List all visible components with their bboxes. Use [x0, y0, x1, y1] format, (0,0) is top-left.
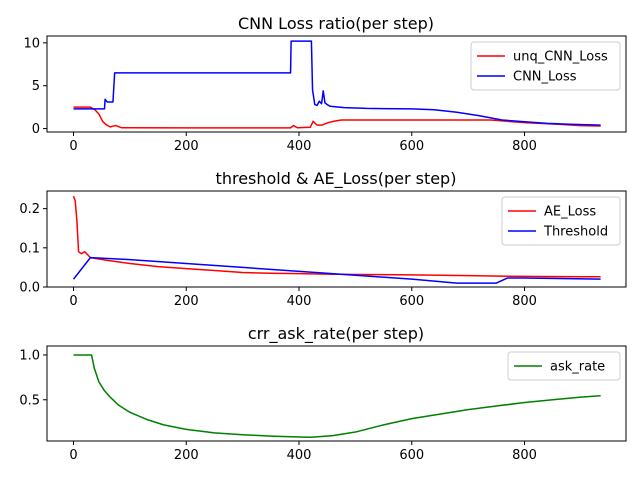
series-line-unq-cnn-loss: [73, 106, 601, 129]
legend: AE_Loss Threshold: [501, 196, 621, 246]
legend-label: AE_Loss: [544, 205, 596, 220]
legend: unq_CNN_Loss CNN_Loss: [470, 41, 621, 91]
ticks-layer: 0 200 400 600 800 0 5 10: [23, 36, 536, 154]
series-line-threshold: [72, 256, 601, 284]
series-line-ask-rate: [73, 354, 601, 438]
x-tick-label: 200: [174, 294, 199, 309]
series-layer: [72, 195, 601, 284]
subplot-ask-rate: crr_ask_rate(per step) 0 200 400 600 800 0.5 1…: [19, 324, 627, 463]
x-tick-label: 0: [69, 294, 77, 309]
legend: ask_rate: [507, 351, 621, 381]
x-tick-label: 200: [174, 139, 199, 154]
x-tick-label: 0: [69, 448, 77, 463]
series-layer: [73, 40, 601, 129]
legend-label: Threshold: [543, 225, 608, 240]
x-tick-label: 400: [287, 448, 312, 463]
legend-box: [507, 351, 621, 381]
axes-frame: [46, 190, 627, 288]
legend-label: CNN_Loss: [513, 70, 577, 85]
x-tick-label: 800: [512, 448, 537, 463]
y-tick-label: 0: [32, 122, 40, 137]
legend-box: [470, 41, 621, 91]
x-tick-label: 200: [174, 448, 199, 463]
x-tick-label: 600: [399, 294, 424, 309]
subplot-title: CNN Loss ratio(per step): [238, 14, 434, 33]
axes-frame: [46, 345, 627, 442]
axes-frame: [46, 35, 627, 133]
x-tick-label: 800: [512, 294, 537, 309]
subplot-title: threshold & AE_Loss(per step): [216, 169, 457, 189]
series-line-cnn-loss: [73, 40, 601, 126]
subplot-threshold-ae-loss: threshold & AE_Loss(per step) 0 200 400 600…: [19, 169, 627, 309]
y-tick-label: 0.0: [19, 281, 40, 296]
y-tick-label: 0.5: [19, 393, 40, 408]
y-tick-label: 0.1: [19, 241, 40, 256]
x-tick-label: 800: [512, 139, 537, 154]
y-tick-label: 1.0: [19, 348, 40, 363]
x-tick-label: 400: [287, 294, 312, 309]
legend-label: unq_CNN_Loss: [513, 50, 608, 65]
x-tick-label: 0: [69, 139, 77, 154]
ticks-layer: 0 200 400 600 800 0.0 0.1 0.2: [19, 202, 537, 309]
y-tick-label: 5: [32, 79, 40, 94]
series-layer: [73, 354, 601, 438]
series-line-ae-loss: [72, 195, 601, 278]
y-tick-label: 0.2: [19, 202, 40, 217]
x-tick-label: 600: [399, 448, 424, 463]
ticks-layer: 0 200 400 600 800 0.5 1.0: [19, 348, 537, 463]
subplot-cnn-loss: CNN Loss ratio(per step) 0 200 400 600 800 0 5…: [23, 14, 627, 154]
legend-label: ask_rate: [550, 360, 605, 375]
y-tick-label: 10: [23, 36, 40, 51]
x-tick-label: 600: [399, 139, 424, 154]
legend-box: [501, 196, 621, 246]
x-tick-label: 400: [287, 139, 312, 154]
subplot-title: crr_ask_rate(per step): [248, 324, 424, 344]
